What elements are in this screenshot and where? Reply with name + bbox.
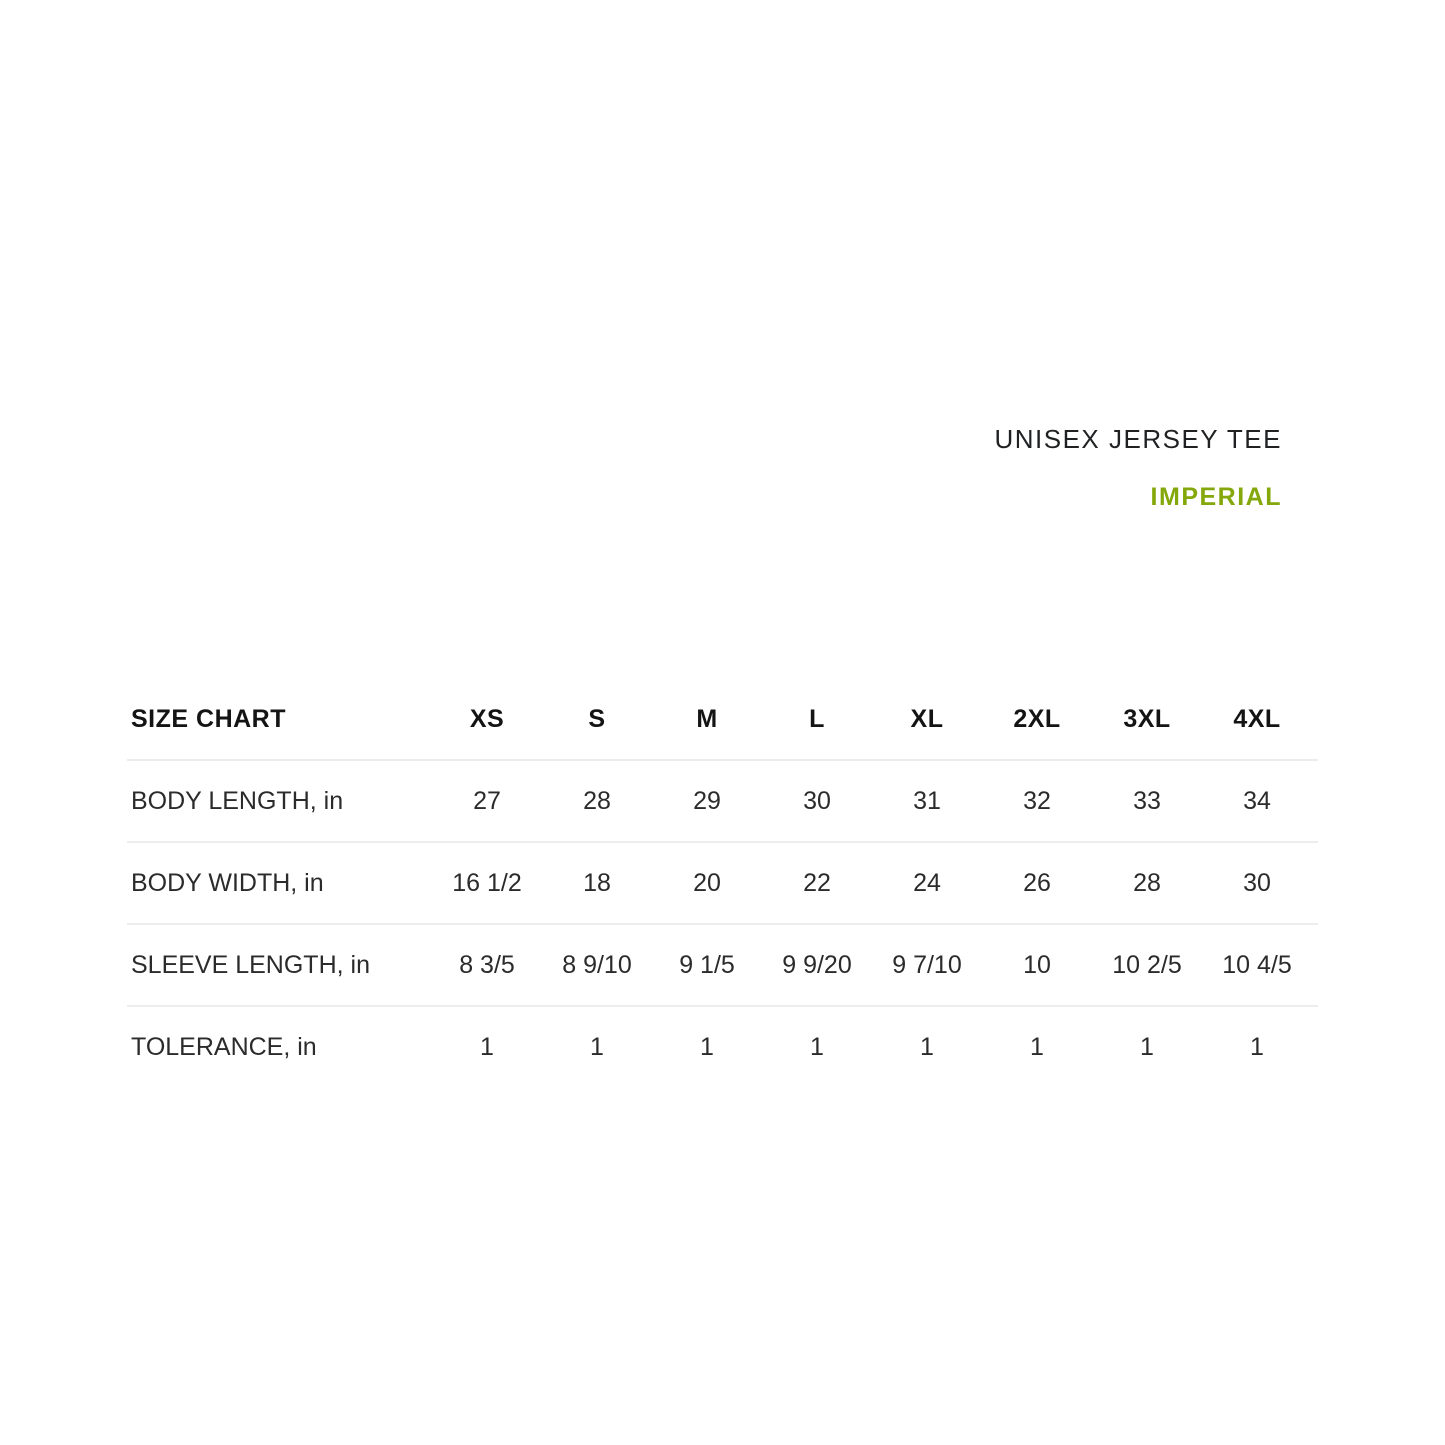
table-cell: 26 (1023, 868, 1051, 897)
row-label: SLEEVE LENGTH, in (131, 950, 370, 979)
row-body-length: BODY LENGTH, in 27 28 29 30 31 32 33 34 (127, 759, 1318, 841)
table-cell: 27 (473, 786, 501, 815)
col-header-m: M (696, 704, 718, 733)
row-label: BODY LENGTH, in (131, 786, 344, 815)
table-cell: 34 (1243, 786, 1271, 815)
table-cell: 29 (693, 786, 721, 815)
table-cell: 18 (583, 868, 611, 897)
col-header-s: S (588, 704, 606, 733)
table-cell: 10 2/5 (1112, 950, 1182, 979)
table-cell: 30 (1243, 868, 1271, 897)
table-cell: 22 (803, 868, 831, 897)
table-cell: 9 9/20 (782, 950, 852, 979)
row-body-width: BODY WIDTH, in 16 1/2 18 20 22 24 26 28 … (127, 841, 1318, 923)
row-label: BODY WIDTH, in (131, 868, 324, 897)
col-header-2xl: 2XL (1013, 704, 1061, 733)
table-cell: 1 (480, 1032, 494, 1061)
table-cell: 9 1/5 (679, 950, 735, 979)
table-cell: 9 7/10 (892, 950, 962, 979)
table-cell: 28 (1133, 868, 1161, 897)
table-cell: 10 (1023, 950, 1051, 979)
table-header-row: SIZE CHART XS S M L XL 2XL 3XL 4XL (127, 679, 1318, 759)
table-cell: 31 (913, 786, 941, 815)
table-cell: 1 (1140, 1032, 1154, 1061)
product-title: UNISEX JERSEY TEE (994, 424, 1282, 454)
col-header-xs: XS (469, 704, 505, 733)
col-header-4xl: 4XL (1233, 704, 1281, 733)
row-sleeve-length: SLEEVE LENGTH, in 8 3/5 8 9/10 9 1/5 9 9… (127, 923, 1318, 1005)
table-cell: 20 (693, 868, 721, 897)
unit-system-label: IMPERIAL (1150, 483, 1282, 511)
table-cell: 1 (1030, 1032, 1044, 1061)
col-header-l: L (809, 704, 825, 733)
table-cell: 28 (583, 786, 611, 815)
table-cell: 10 4/5 (1222, 950, 1292, 979)
col-header-3xl: 3XL (1123, 704, 1171, 733)
table-cell: 32 (1023, 786, 1051, 815)
table-title: SIZE CHART (131, 704, 286, 733)
table-cell: 1 (1250, 1032, 1264, 1061)
table-cell: 1 (700, 1032, 714, 1061)
col-header-xl: XL (910, 704, 944, 733)
row-tolerance: TOLERANCE, in 1 1 1 1 1 1 1 1 (127, 1005, 1318, 1087)
table-cell: 8 3/5 (459, 950, 515, 979)
table-cell: 1 (920, 1032, 934, 1061)
table-cell: 8 9/10 (562, 950, 632, 979)
row-label: TOLERANCE, in (131, 1032, 317, 1061)
table-cell: 33 (1133, 786, 1161, 815)
table-cell: 1 (810, 1032, 824, 1061)
table-cell: 30 (803, 786, 831, 815)
title-block: UNISEX JERSEY TEE IMPERIAL (994, 424, 1282, 512)
table-cell: 24 (913, 868, 941, 897)
table-cell: 1 (590, 1032, 604, 1061)
size-chart-table: SIZE CHART XS S M L XL 2XL 3XL 4XL BODY … (127, 679, 1318, 1087)
table-cell: 16 1/2 (452, 868, 522, 897)
